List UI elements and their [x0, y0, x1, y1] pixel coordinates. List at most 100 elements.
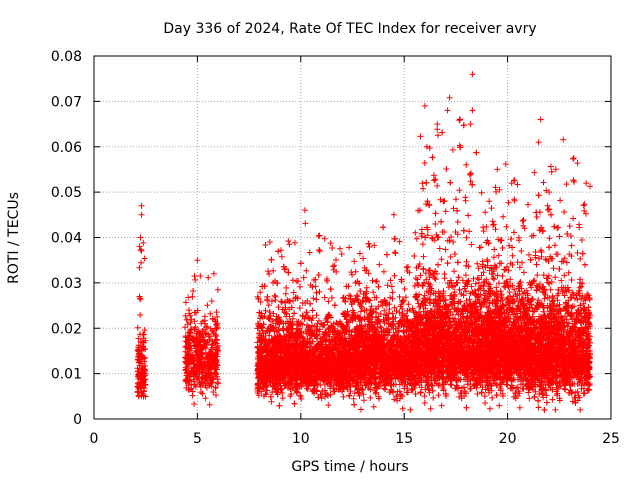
data-point	[182, 299, 189, 306]
data-point	[182, 344, 189, 351]
data-point	[140, 331, 146, 338]
data-point	[182, 324, 189, 331]
data-point	[272, 293, 279, 300]
data-point	[135, 342, 142, 349]
data-point	[327, 240, 334, 247]
data-point	[351, 401, 358, 408]
data-point	[371, 242, 378, 249]
data-point	[405, 301, 412, 308]
data-point	[198, 364, 205, 371]
data-point	[136, 359, 142, 366]
data-point	[292, 239, 298, 246]
data-point	[182, 367, 189, 374]
data-point	[285, 238, 292, 244]
data-point	[193, 335, 200, 342]
data-point	[189, 369, 196, 376]
data-point	[327, 286, 334, 293]
data-point	[199, 350, 206, 357]
data-point	[271, 292, 278, 299]
data-point	[276, 402, 283, 409]
data-point	[191, 364, 198, 371]
data-point	[199, 334, 206, 341]
data-point	[186, 377, 193, 384]
data-point	[340, 393, 347, 400]
data-point	[214, 313, 221, 320]
data-point	[329, 245, 336, 251]
data-point	[278, 298, 285, 305]
data-point	[262, 242, 269, 248]
data-point	[214, 286, 221, 293]
data-point	[396, 238, 403, 245]
chart-title: Day 336 of 2024, Rate Of TEC Index for r…	[163, 21, 536, 37]
data-point	[196, 342, 202, 349]
data-point	[279, 395, 286, 402]
data-point	[190, 288, 196, 294]
data-point	[187, 320, 194, 326]
data-point	[202, 395, 209, 402]
data-point	[183, 372, 190, 379]
data-point	[367, 394, 374, 401]
data-points	[134, 71, 594, 413]
data-point	[182, 376, 189, 383]
data-point	[328, 294, 335, 301]
data-point	[203, 374, 210, 381]
data-point	[213, 333, 220, 339]
data-point	[206, 401, 213, 408]
data-point	[207, 310, 214, 317]
data-point	[313, 312, 320, 319]
data-point	[136, 371, 143, 378]
data-point	[296, 283, 303, 290]
data-point	[191, 309, 198, 316]
data-point	[134, 389, 141, 396]
data-point	[138, 388, 145, 395]
data-point	[186, 386, 192, 393]
data-point	[187, 329, 194, 336]
data-point	[212, 384, 219, 391]
data-point	[353, 292, 360, 299]
data-point	[278, 253, 285, 260]
data-point	[210, 389, 217, 395]
data-point	[183, 316, 190, 323]
data-point	[358, 406, 364, 413]
data-point	[213, 336, 220, 343]
data-point	[197, 389, 204, 396]
data-point	[194, 334, 201, 341]
data-point	[205, 331, 212, 338]
data-point	[380, 268, 387, 275]
data-point	[138, 259, 144, 266]
data-point	[316, 247, 323, 253]
data-point	[135, 368, 142, 375]
data-point	[400, 328, 407, 335]
data-point	[303, 309, 310, 316]
data-point	[337, 245, 343, 252]
data-point	[188, 326, 195, 332]
data-point	[207, 362, 214, 369]
data-point	[212, 318, 219, 325]
data-point	[189, 392, 196, 399]
data-point	[186, 310, 193, 317]
data-point	[212, 339, 218, 346]
data-point	[303, 267, 310, 274]
data-point	[278, 247, 284, 254]
data-point	[135, 392, 142, 399]
data-point	[302, 220, 309, 227]
data-point	[196, 341, 203, 348]
data-point	[382, 386, 389, 393]
data-point	[366, 243, 373, 250]
data-point	[338, 251, 345, 257]
data-point	[389, 289, 396, 296]
data-point	[213, 392, 219, 399]
data-point	[212, 370, 219, 376]
data-point	[399, 405, 406, 412]
data-point	[370, 289, 377, 296]
data-point	[141, 255, 148, 262]
data-point	[190, 376, 197, 383]
data-point	[321, 294, 328, 301]
data-point	[137, 339, 144, 345]
data-point	[134, 353, 141, 360]
data-point	[202, 363, 209, 370]
data-point	[356, 250, 363, 257]
data-point	[138, 356, 145, 363]
data-point	[396, 309, 403, 316]
